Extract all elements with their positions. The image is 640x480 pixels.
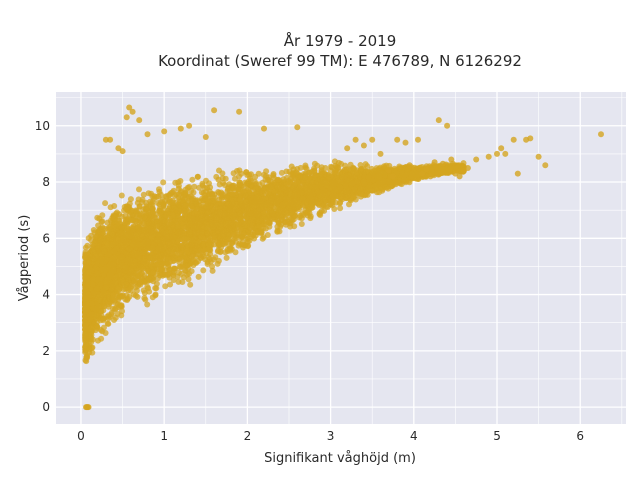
data-point (99, 212, 106, 219)
data-point (107, 204, 114, 211)
data-point (347, 161, 354, 168)
data-point (147, 198, 154, 205)
data-point (94, 323, 101, 330)
data-point (209, 267, 216, 274)
data-point (207, 184, 214, 191)
data-point (364, 163, 371, 170)
data-point (219, 175, 226, 182)
data-point (186, 270, 192, 277)
data-point (185, 276, 192, 283)
data-point (267, 178, 274, 185)
data-point (160, 179, 167, 186)
data-point (194, 173, 201, 180)
data-point (230, 170, 237, 177)
data-point (127, 196, 134, 203)
data-point (152, 291, 159, 298)
data-point (195, 273, 202, 280)
data-point (219, 170, 226, 177)
data-point (155, 200, 162, 206)
data-point (298, 221, 305, 227)
data-point (283, 168, 290, 175)
data-point (277, 223, 284, 230)
data-point (134, 293, 141, 300)
data-point (153, 285, 160, 292)
data-point (157, 191, 164, 198)
data-point (232, 175, 238, 182)
data-point (223, 254, 230, 261)
data-point (215, 257, 222, 264)
data-point (162, 283, 169, 290)
data-point (112, 314, 119, 321)
data-point (179, 279, 186, 285)
data-point (132, 284, 139, 291)
data-point (227, 245, 234, 251)
data-point (191, 183, 198, 190)
data-point (167, 281, 174, 288)
data-point (144, 205, 151, 212)
data-point (307, 215, 314, 222)
data-points (82, 104, 604, 411)
data-point (144, 301, 151, 308)
data-point (133, 210, 140, 217)
data-point (252, 173, 259, 180)
data-point (124, 297, 131, 303)
chart-title-line2: Koordinat (Sweref 99 TM): E 476789, N 61… (158, 52, 522, 70)
data-point (118, 192, 125, 199)
data-point (98, 335, 105, 342)
chart-title-line1: År 1979 - 2019 (284, 31, 397, 50)
data-point (232, 249, 239, 256)
data-point (276, 228, 283, 235)
data-point (178, 270, 185, 277)
data-point (223, 194, 230, 201)
data-point (281, 218, 288, 225)
data-point (306, 169, 313, 176)
data-point (209, 263, 216, 270)
data-point (213, 173, 220, 180)
data-point (189, 176, 196, 183)
data-point (283, 174, 290, 181)
